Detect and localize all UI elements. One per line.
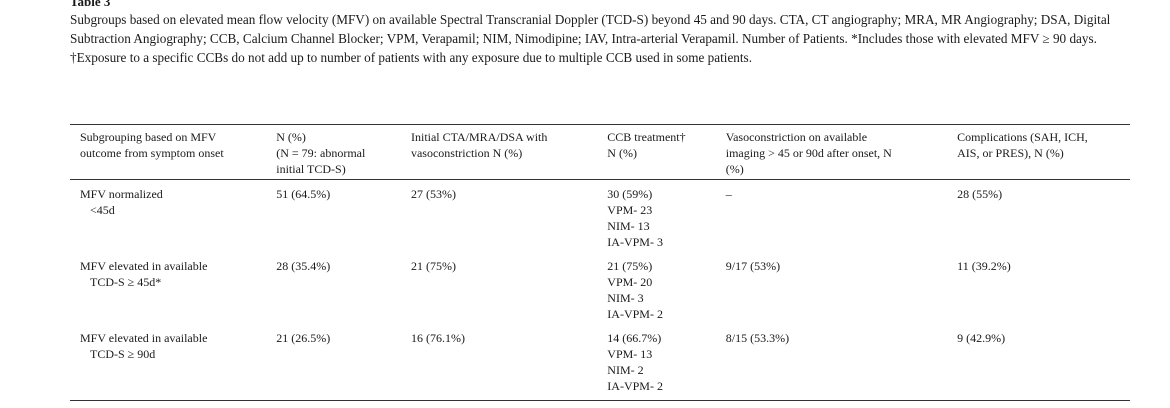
cell-ccb-line: 14 (66.7%) <box>607 331 662 345</box>
cell-vasoconstriction: 9/17 (53%) <box>725 259 781 273</box>
cell-initial-imaging: 16 (76.1%) <box>410 331 465 345</box>
header-ccb-line: CCB treatment† <box>607 130 686 144</box>
table-caption: Subgroups based on elevated mean flow ve… <box>70 12 1111 65</box>
header-complications: Complications (SAH, ICH, AIS, or PRES), … <box>947 124 1130 180</box>
cell-ccb-line: NIM- 2 <box>607 363 644 377</box>
header-n: N (%) (N = 79: abnormal initial TCD-S) <box>266 124 401 180</box>
cell-subgroup-line: TCD-S ≥ 90d <box>90 347 156 361</box>
cell-n: 28 (35.4%) <box>276 259 331 273</box>
cell-complications: 9 (42.9%) <box>957 331 1006 345</box>
header-n-line: (N = 79: abnormal <box>276 146 366 160</box>
header-ccb: CCB treatment† N (%) <box>597 124 716 180</box>
header-vasoconstriction: Vasoconstriction on available imaging > … <box>715 124 948 180</box>
header-row: Subgrouping based on MFV outcome from sy… <box>70 124 1130 180</box>
cell-ccb-line: VPM- 23 <box>607 203 653 217</box>
header-vasoconstriction-line: Vasoconstriction on available <box>725 130 868 144</box>
table-label: Table 3 <box>70 0 111 9</box>
header-n-line: N (%) <box>276 130 306 144</box>
cell-subgroup-line: MFV normalized <box>80 187 163 201</box>
cell-subgroup: MFV normalized <45d <box>70 180 266 253</box>
cell-ccb-line: VPM- 20 <box>607 275 653 289</box>
header-initial-imaging: Initial CTA/MRA/DSA with vasoconstrictio… <box>400 124 598 180</box>
cell-initial-imaging: 27 (53%) <box>410 187 456 201</box>
cell-vasoconstriction: – <box>725 187 732 201</box>
header-ccb-line: N (%) <box>607 146 637 160</box>
cell-vasoconstriction: 8/15 (53.3%) <box>725 331 790 345</box>
cell-ccb-line: IA-VPM- 2 <box>607 307 663 321</box>
cell-complications: 28 (55%) <box>957 187 1003 201</box>
cell-ccb-line: IA-VPM- 3 <box>607 235 663 249</box>
header-initial-imaging-line: vasoconstriction N (%) <box>410 146 523 160</box>
header-vasoconstriction-line: (%) <box>725 162 744 176</box>
cell-ccb: 21 (75%) VPM- 20 NIM- 3 IA-VPM- 2 <box>597 252 715 324</box>
cell-ccb: 30 (59%) VPM- 23 NIM- 13 IA-VPM- 3 <box>597 180 715 253</box>
cell-ccb-line: VPM- 13 <box>607 347 653 361</box>
cell-ccb-line: NIM- 3 <box>607 291 644 305</box>
cell-ccb-line: IA-VPM- 2 <box>607 379 663 393</box>
header-complications-line: AIS, or PRES), N (%) <box>957 146 1064 160</box>
cell-initial-imaging: 21 (75%) <box>410 259 456 273</box>
cell-subgroup-line: MFV elevated in available <box>80 331 208 345</box>
header-subgroup: Subgrouping based on MFV outcome from sy… <box>70 124 267 180</box>
cell-ccb-line: 21 (75%) <box>607 259 653 273</box>
cell-ccb-line: 30 (59%) <box>607 187 653 201</box>
cell-ccb: 14 (66.7%) VPM- 13 NIM- 2 IA-VPM- 2 <box>597 324 715 401</box>
header-n-line: initial TCD-S) <box>276 162 346 176</box>
cell-n: 51 (64.5%) <box>276 187 331 201</box>
header-subgroup-line: Subgrouping based on MFV <box>80 130 217 144</box>
cell-subgroup: MFV elevated in available TCD-S ≥ 45d* <box>70 252 266 324</box>
cell-ccb-line: NIM- 13 <box>607 219 650 233</box>
table-row: MFV elevated in available TCD-S ≥ 90d 21… <box>70 324 1130 401</box>
table-row: MFV elevated in available TCD-S ≥ 45d* 2… <box>70 252 1130 324</box>
cell-subgroup: MFV elevated in available TCD-S ≥ 90d <box>70 324 266 401</box>
data-table: Subgrouping based on MFV outcome from sy… <box>70 124 1130 401</box>
header-complications-line: Complications (SAH, ICH, <box>957 130 1088 144</box>
cell-subgroup-line: TCD-S ≥ 45d* <box>90 275 162 289</box>
table-row: MFV normalized <45d 51 (64.5%) 27 (53%) … <box>70 180 1130 253</box>
cell-subgroup-line: MFV elevated in available <box>80 259 208 273</box>
cell-n: 21 (26.5%) <box>276 331 331 345</box>
header-subgroup-line: outcome from symptom onset <box>80 146 224 160</box>
header-vasoconstriction-line: imaging > 45 or 90d after onset, N <box>725 146 892 160</box>
header-initial-imaging-line: Initial CTA/MRA/DSA with <box>410 130 548 144</box>
cell-complications: 11 (39.2%) <box>957 259 1011 273</box>
cell-subgroup-line: <45d <box>90 203 115 217</box>
